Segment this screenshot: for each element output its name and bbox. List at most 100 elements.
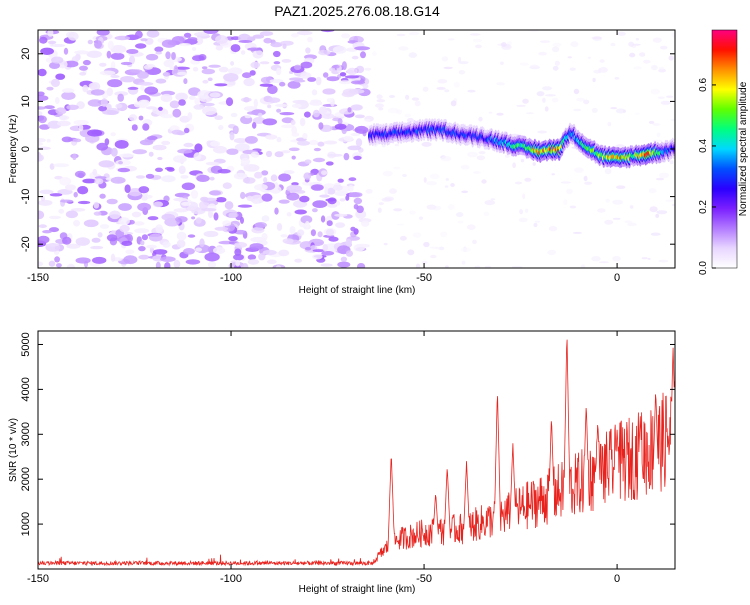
noise-blob (155, 261, 161, 268)
noise-blob (289, 226, 296, 235)
noise-blob (155, 224, 163, 234)
y-tick-label: 10 (20, 95, 32, 107)
noise-blob (273, 50, 281, 58)
noise-blob (169, 100, 180, 109)
noise-blob (460, 247, 471, 252)
noise-blob (604, 219, 614, 225)
noise-blob (193, 152, 202, 161)
noise-blob (55, 107, 67, 115)
noise-blob (652, 123, 661, 126)
noise-blob (552, 42, 562, 47)
noise-blob (286, 192, 300, 201)
noise-blob (444, 89, 450, 93)
noise-blob (384, 196, 394, 202)
noise-blob (348, 185, 354, 192)
noise-blob (339, 198, 346, 202)
noise-blob (414, 100, 421, 107)
noise-blob (460, 164, 470, 170)
noise-blob (54, 175, 63, 180)
noise-blob (542, 86, 553, 91)
noise-blob (259, 61, 270, 65)
y-tick-label: -20 (20, 236, 32, 252)
noise-blob (196, 174, 210, 182)
noise-blob (87, 39, 93, 45)
noise-blob (110, 45, 127, 54)
noise-blob (281, 150, 291, 154)
noise-blob (148, 151, 154, 157)
noise-blob (73, 219, 81, 227)
noise-blob (240, 191, 246, 200)
noise-blob (140, 240, 145, 246)
noise-blob (155, 78, 167, 84)
noise-blob (378, 107, 384, 111)
noise-blob (648, 120, 655, 124)
noise-blob (483, 211, 490, 217)
noise-blob (345, 238, 352, 247)
noise-blob (147, 216, 159, 221)
noise-blob (474, 265, 481, 268)
noise-blob (617, 31, 626, 36)
noise-blob (106, 87, 114, 97)
noise-blob (518, 217, 528, 223)
noise-blob (183, 142, 194, 148)
spectrogram-y-label: Frequency (Hz) (8, 115, 19, 184)
noise-blob (75, 237, 91, 246)
noise-blob (536, 91, 545, 97)
noise-blob (90, 89, 105, 96)
noise-blob (643, 59, 651, 64)
noise-blob (456, 212, 464, 218)
noise-blob (354, 125, 369, 134)
noise-blob (179, 115, 190, 123)
noise-blob (230, 61, 235, 66)
noise-blob (145, 173, 155, 179)
noise-blob (66, 104, 79, 111)
noise-blob (148, 233, 163, 242)
noise-blob (152, 144, 167, 151)
noise-blob (312, 200, 328, 209)
y-tick-label: 4000 (20, 377, 32, 401)
noise-blob (144, 86, 159, 95)
colorbar-tick-label: 0.0 (698, 261, 709, 275)
noise-blob (270, 174, 278, 182)
noise-blob (233, 172, 248, 180)
noise-blob (59, 199, 74, 203)
noise-blob (141, 196, 148, 201)
noise-blob (203, 230, 219, 238)
noise-blob (46, 86, 54, 91)
noise-blob (345, 195, 350, 201)
noise-blob (257, 112, 263, 118)
noise-blob (183, 127, 190, 134)
noise-blob (98, 160, 115, 168)
noise-blob (447, 38, 455, 41)
noise-blob (83, 219, 99, 228)
noise-blob (175, 92, 188, 101)
noise-blob (250, 61, 261, 69)
noise-blob (656, 210, 668, 215)
noise-blob (300, 72, 312, 79)
noise-blob (66, 263, 75, 268)
noise-blob (302, 133, 308, 140)
noise-blob (294, 64, 302, 71)
noise-blob (421, 141, 432, 147)
noise-blob (94, 40, 102, 49)
noise-blob (396, 33, 406, 37)
noise-blob (334, 123, 347, 130)
noise-blob (394, 143, 399, 147)
noise-blob (72, 138, 82, 143)
noise-blob (519, 209, 523, 215)
noise-blob (282, 238, 294, 244)
noise-blob (123, 255, 138, 265)
noise-blob (252, 34, 265, 39)
noise-blob (74, 170, 86, 178)
noise-blob (376, 99, 386, 103)
noise-blob (209, 190, 221, 196)
noise-blob (315, 76, 322, 86)
noise-blob (422, 86, 429, 92)
noise-blob (569, 205, 577, 209)
noise-blob (436, 86, 446, 90)
noise-blob (547, 249, 557, 256)
noise-blob (134, 221, 145, 226)
noise-blob (38, 111, 43, 116)
noise-blob (110, 132, 116, 137)
